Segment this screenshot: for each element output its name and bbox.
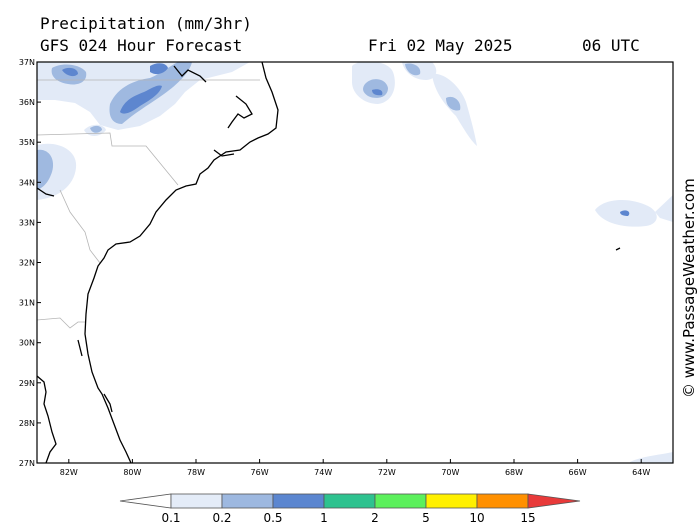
precipitation-legend: 0.1 0.2 0.5 1 2 5 10 15 [119,493,581,525]
lat-label: 37N [19,58,35,67]
legend-swatch [323,493,376,509]
legend-label: 5 [422,511,430,525]
legend-low-arrow [119,493,172,509]
precip-heavy [62,63,630,216]
lon-label: 70W [441,468,459,477]
legend-label: 0.2 [212,511,231,525]
longitude-axis: 82W 80W 78W 76W 74W 72W 70W 68W 66W 64W [60,459,650,477]
lon-label: 72W [378,468,396,477]
lon-label: 74W [314,468,332,477]
legend-label: 15 [520,511,535,525]
legend-swatch [170,493,223,509]
lat-label: 32N [19,259,35,268]
legend-swatch [221,493,274,509]
lat-label: 29N [19,379,35,388]
lat-label: 28N [19,419,35,428]
credit-watermark: © www.PassageWeather.com [680,178,698,398]
legend-label: 10 [469,511,484,525]
lon-label: 82W [60,468,78,477]
lon-label: 76W [251,468,269,477]
lat-label: 33N [19,218,35,227]
lon-label: 66W [569,468,587,477]
lon-label: 68W [505,468,523,477]
lon-label: 64W [632,468,650,477]
legend-label: 0.1 [161,511,180,525]
forecast-date: Fri 02 May 2025 [368,36,513,55]
legend-swatch [374,493,427,509]
map-title: Precipitation (mm/3hr) [40,14,252,33]
legend-label: 2 [371,511,379,525]
legend-high-arrow [527,493,581,509]
coastline [37,62,621,463]
legend-swatch [272,493,325,509]
lat-label: 31N [19,299,35,308]
legend-swatch [425,493,478,509]
lat-label: 35N [19,138,35,147]
forecast-time: 06 UTC [582,36,640,55]
lat-label: 27N [19,459,35,468]
lat-label: 34N [19,178,35,187]
state-borders [37,79,260,329]
lat-label: 36N [19,98,35,107]
legend-label: 1 [320,511,328,525]
lon-label: 80W [123,468,141,477]
lat-label: 30N [19,339,35,348]
map-area [37,62,673,463]
latitude-axis: 37N 36N 35N 34N 33N 32N 31N 30N 29N 28N 27N [19,58,41,468]
forecast-subtitle: GFS 024 Hour Forecast [40,36,243,55]
legend-swatch [476,493,529,509]
legend-label: 0.5 [263,511,282,525]
lon-label: 78W [187,468,205,477]
